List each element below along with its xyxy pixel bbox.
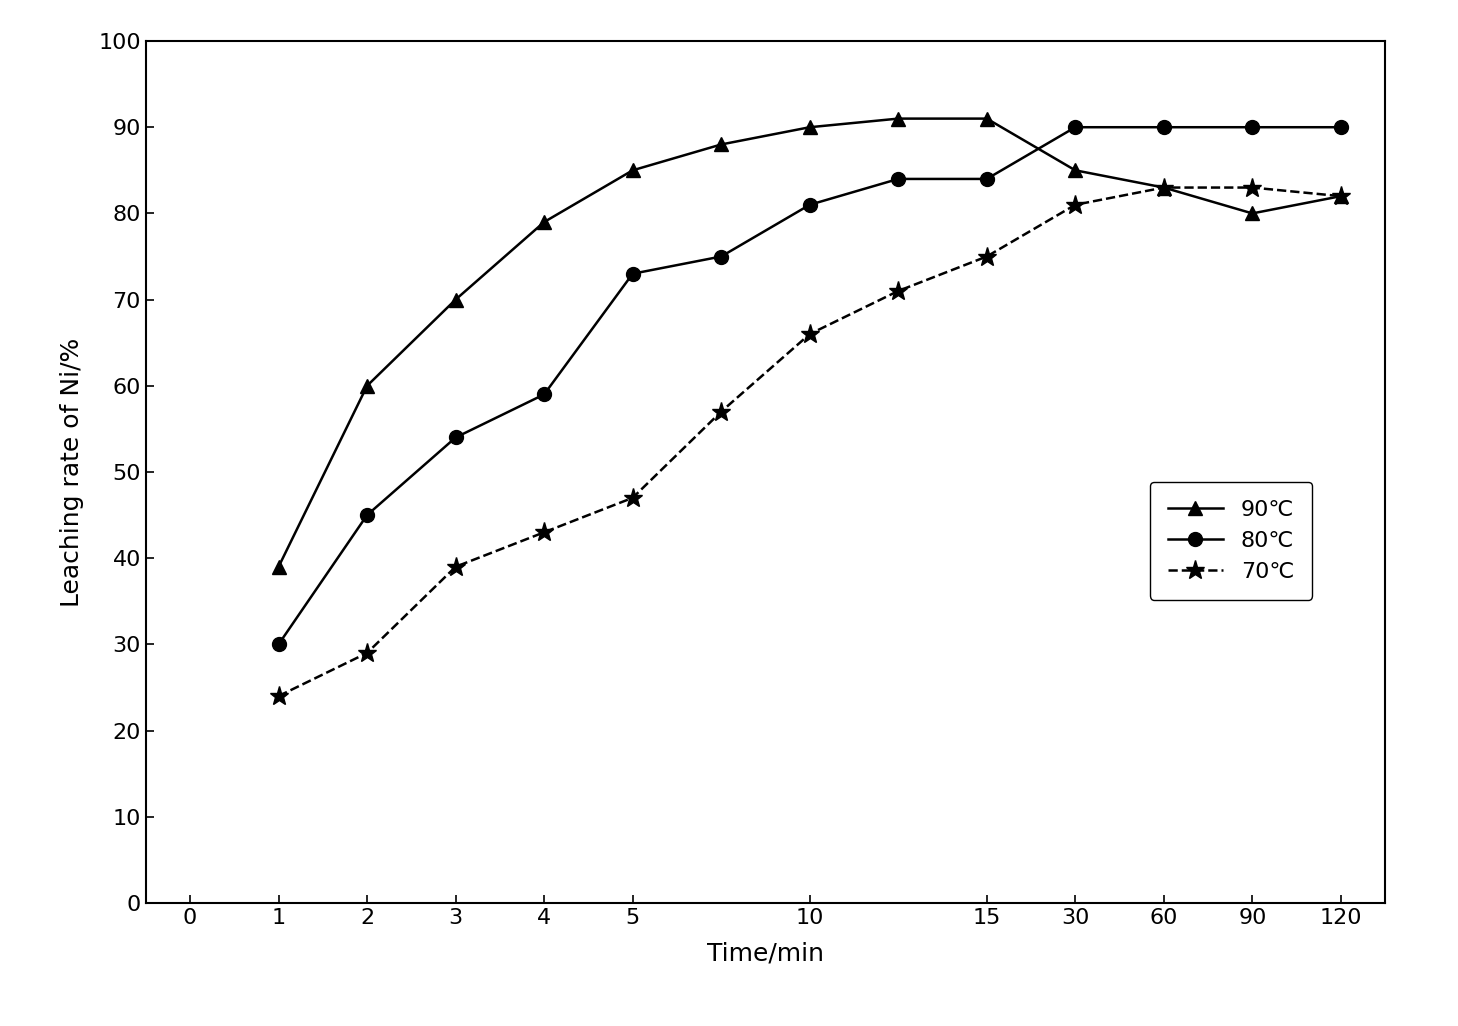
Line: 80℃: 80℃ [271,120,1347,652]
Y-axis label: Leaching rate of Ni/%: Leaching rate of Ni/% [60,338,85,606]
80℃ [1244,121,1261,133]
90℃ [359,380,376,392]
80℃ [889,172,907,185]
80℃ [446,431,464,443]
90℃ [978,113,996,125]
70℃ [535,526,553,539]
90℃ [1333,190,1350,202]
80℃ [1066,121,1083,133]
80℃ [1155,121,1172,133]
70℃ [624,491,642,504]
90℃ [446,293,464,306]
Legend: 90℃, 80℃, 70℃: 90℃, 80℃, 70℃ [1150,482,1312,600]
80℃ [535,388,553,400]
70℃ [1244,182,1261,194]
70℃ [1066,199,1083,211]
70℃ [800,328,818,341]
70℃ [446,560,464,573]
80℃ [1333,121,1350,133]
90℃ [713,139,730,151]
80℃ [624,268,642,280]
90℃ [1066,164,1083,176]
90℃ [270,560,287,573]
70℃ [1155,182,1172,194]
Line: 90℃: 90℃ [271,112,1347,574]
70℃ [978,250,996,263]
70℃ [359,646,376,659]
90℃ [535,215,553,228]
70℃ [1333,190,1350,202]
90℃ [1155,182,1172,194]
X-axis label: Time/min: Time/min [707,942,824,965]
Line: 70℃: 70℃ [268,177,1350,706]
80℃ [359,509,376,521]
90℃ [889,113,907,125]
90℃ [624,164,642,176]
70℃ [270,689,287,702]
70℃ [713,405,730,418]
80℃ [800,199,818,211]
90℃ [1244,207,1261,220]
70℃ [889,285,907,298]
80℃ [978,172,996,185]
80℃ [713,250,730,263]
80℃ [270,638,287,650]
90℃ [800,121,818,133]
